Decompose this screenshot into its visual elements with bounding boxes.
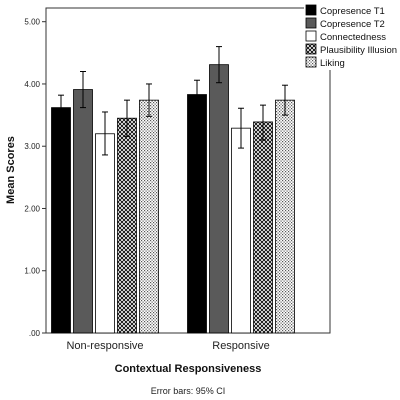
bar xyxy=(73,89,93,334)
legend-swatch xyxy=(305,30,317,42)
x-axis: Non-responsive Responsive xyxy=(66,340,269,352)
legend-swatch xyxy=(305,56,317,68)
legend-swatch xyxy=(305,17,317,29)
bar xyxy=(187,94,207,334)
error-bars-note: Error bars: 95% CI xyxy=(151,386,226,396)
legend-label: Plausibility Illusion xyxy=(320,45,397,56)
y-tick-label: .00 xyxy=(29,329,41,338)
y-tick-label: 2.00 xyxy=(24,204,40,213)
bar xyxy=(231,127,251,334)
y-tick-label: 3.00 xyxy=(24,142,40,151)
legend-label: Connectedness xyxy=(320,32,386,43)
y-axis-title: Mean Scores xyxy=(5,136,17,204)
bar xyxy=(95,133,115,334)
x-category-label: Responsive xyxy=(212,340,269,352)
legend-swatch xyxy=(305,4,317,16)
legend-swatch xyxy=(305,43,317,55)
y-tick-label: 5.00 xyxy=(24,18,40,27)
legend-label: Copresence T2 xyxy=(320,19,385,30)
legend-label: Liking xyxy=(320,58,345,69)
legend-label: Copresence T1 xyxy=(320,6,385,17)
x-axis-title: Contextual Responsiveness xyxy=(115,363,262,375)
bar xyxy=(275,99,295,334)
legend-background xyxy=(304,3,398,70)
bar xyxy=(51,107,71,334)
y-axis: .00 1.00 2.00 3.00 4.00 5.00 xyxy=(24,18,46,338)
legend: Copresence T1 Copresence T2 Connectedness P… xyxy=(304,3,398,70)
bar xyxy=(209,64,229,334)
y-tick-label: 1.00 xyxy=(24,267,40,276)
y-tick-label: 4.00 xyxy=(24,80,40,89)
bar xyxy=(117,117,137,334)
error-bars-group xyxy=(58,46,288,156)
x-category-label: Non-responsive xyxy=(66,340,143,352)
bars-group xyxy=(51,64,295,334)
bar xyxy=(253,121,273,334)
bar xyxy=(139,99,159,334)
